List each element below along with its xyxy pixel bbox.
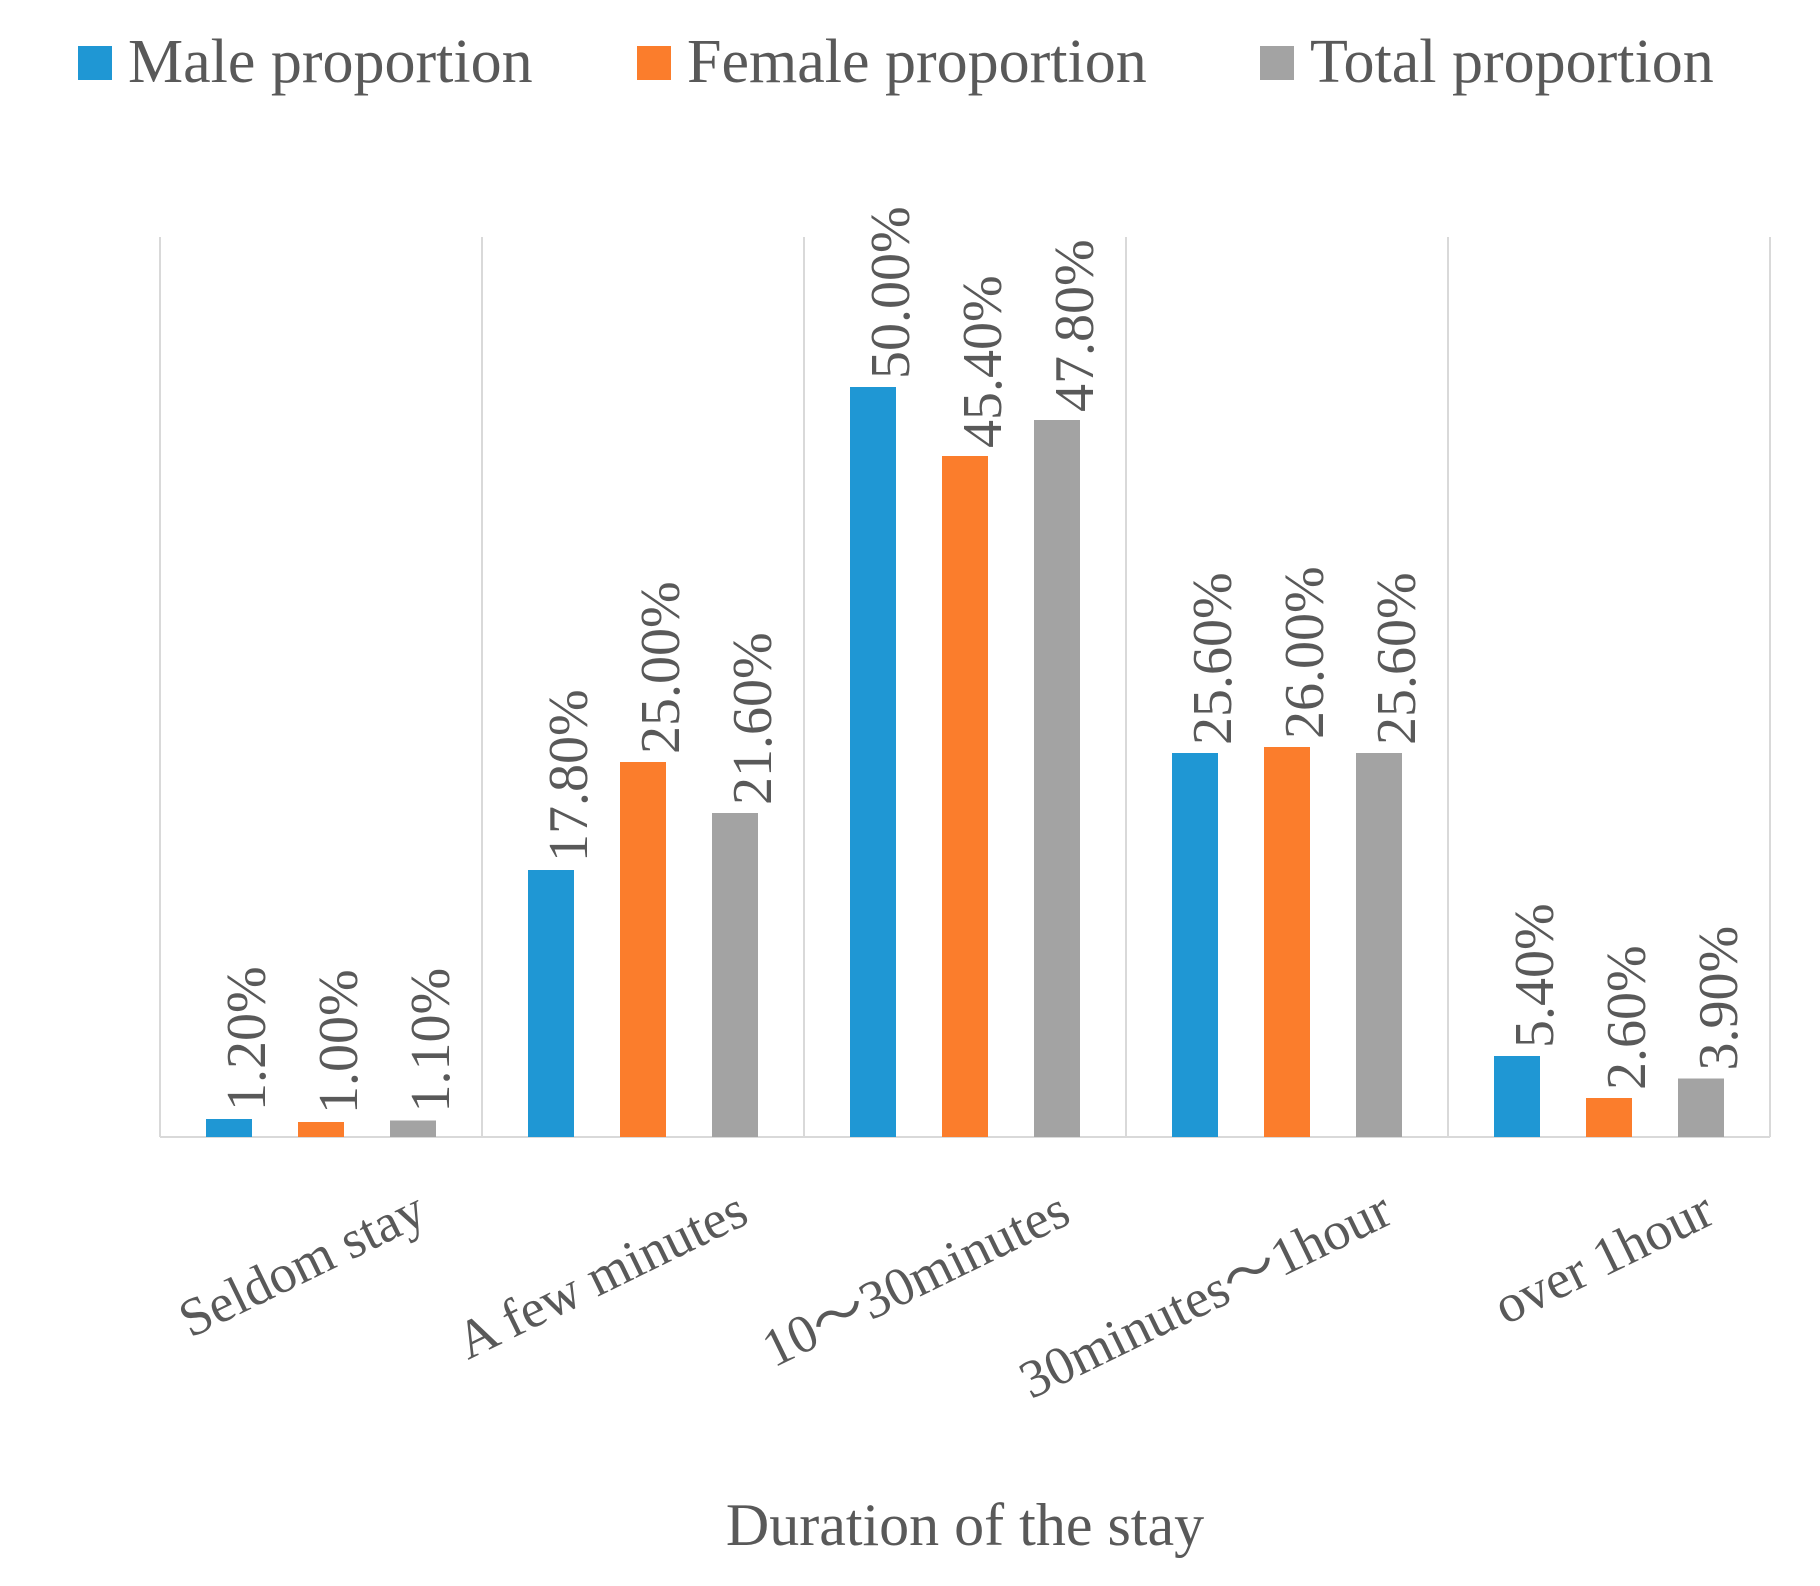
bar-0-0 bbox=[206, 1119, 252, 1137]
bar-1-3 bbox=[1264, 747, 1310, 1137]
bar-0-1 bbox=[528, 870, 574, 1137]
legend: Male proportion Female proportion Total pr… bbox=[78, 28, 1714, 96]
data-label-0-2: 50.00% bbox=[860, 206, 922, 379]
bar-1-2 bbox=[942, 456, 988, 1137]
x-tick-label-4: over 1hour bbox=[1484, 1179, 1722, 1336]
data-labels: 1.20% 17.80% 50.00% 25.60% 5.40% 1.00% 25.00% 4… bbox=[216, 206, 1750, 1114]
data-label-2-1: 21.60% bbox=[722, 632, 784, 805]
data-label-0-0: 1.20% bbox=[216, 966, 278, 1111]
data-label-1-4: 2.60% bbox=[1596, 945, 1658, 1090]
legend-label-0: Male proportion bbox=[128, 28, 533, 96]
legend-swatch-0 bbox=[78, 46, 112, 80]
bar-2-4 bbox=[1678, 1078, 1724, 1137]
data-label-2-4: 3.90% bbox=[1688, 926, 1750, 1071]
bar-2-1 bbox=[712, 813, 758, 1137]
data-label-1-3: 26.00% bbox=[1274, 566, 1336, 739]
bar-1-4 bbox=[1586, 1098, 1632, 1137]
x-axis-title: Duration of the stay bbox=[726, 1492, 1204, 1558]
data-label-0-1: 17.80% bbox=[538, 689, 600, 862]
bar-2-2 bbox=[1034, 420, 1080, 1137]
data-label-1-0: 1.00% bbox=[308, 969, 370, 1114]
legend-swatch-2 bbox=[1260, 46, 1294, 80]
legend-swatch-1 bbox=[637, 46, 671, 80]
x-tick-label-0: Seldom stay bbox=[169, 1179, 434, 1349]
legend-label-1: Female proportion bbox=[687, 28, 1147, 96]
data-label-1-1: 25.00% bbox=[630, 581, 692, 754]
bar-0-4 bbox=[1494, 1056, 1540, 1137]
data-label-2-3: 25.60% bbox=[1366, 572, 1428, 745]
bar-1-1 bbox=[620, 762, 666, 1137]
data-label-0-4: 5.40% bbox=[1504, 903, 1566, 1048]
bar-1-0 bbox=[298, 1122, 344, 1137]
x-tick-label-1: A few minutes bbox=[447, 1179, 756, 1371]
data-label-0-3: 25.60% bbox=[1182, 572, 1244, 745]
bar-2-3 bbox=[1356, 753, 1402, 1137]
bar-2-0 bbox=[390, 1120, 436, 1137]
bar-0-3 bbox=[1172, 753, 1218, 1137]
bars bbox=[206, 387, 1724, 1137]
x-tick-labels: Seldom stay A few minutes10～30minutes30mi… bbox=[169, 1179, 1722, 1410]
legend-label-2: Total proportion bbox=[1310, 28, 1714, 96]
data-label-2-2: 47.80% bbox=[1044, 239, 1106, 412]
data-label-2-0: 1.10% bbox=[400, 968, 462, 1113]
bar-0-2 bbox=[850, 387, 896, 1137]
data-label-1-2: 45.40% bbox=[952, 275, 1014, 448]
